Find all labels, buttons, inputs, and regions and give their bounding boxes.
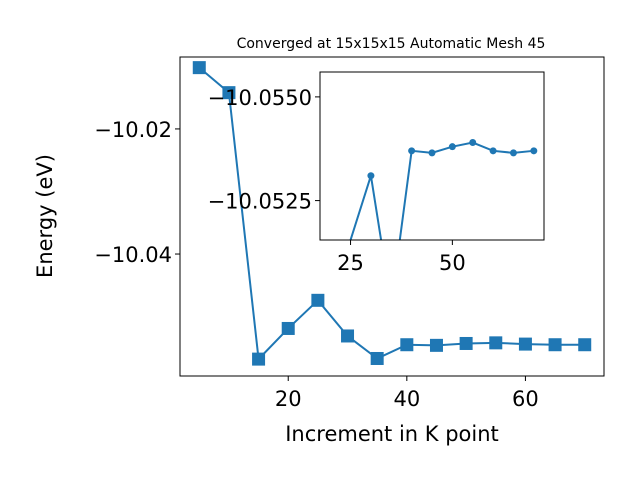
main-x-ticks: 20 40 60 — [275, 376, 539, 411]
main-x-tick-label: 20 — [275, 387, 302, 411]
inset-data-point — [530, 147, 538, 155]
chart-title: Converged at 15x15x15 Automatic Mesh 45 — [237, 36, 546, 52]
main-data-point — [341, 329, 355, 343]
main-data-point — [222, 86, 236, 100]
inset-data-point — [489, 147, 497, 155]
inset-data-point — [448, 143, 456, 151]
main-data-point — [548, 338, 562, 352]
main-y-tick-label: −10.02 — [94, 118, 172, 142]
inset-data-point — [408, 147, 416, 155]
inset-y-tick-label: −10.0550 — [208, 86, 312, 110]
main-axes: Converged at 15x15x15 Automatic Mesh 45 … — [33, 36, 605, 446]
inset-x-tick-label: 25 — [337, 251, 364, 275]
main-data-point — [252, 352, 266, 366]
inset-data-point — [327, 301, 334, 308]
inset-data-point — [428, 149, 436, 157]
main-x-tick-label: 60 — [512, 387, 539, 411]
main-axes-frame — [179, 56, 605, 377]
main-data-point — [489, 336, 503, 350]
main-data-point — [400, 338, 414, 352]
inset-axes: 25 50 −10.0550 −10.0525 — [208, 71, 545, 308]
main-y-ticks: −10.04 −10.02 — [94, 118, 180, 267]
main-data-point — [370, 351, 384, 365]
inset-y-tick-label: −10.0525 — [208, 190, 312, 214]
main-x-tick-label: 40 — [393, 387, 420, 411]
main-data-point — [459, 336, 473, 350]
inset-y-ticks: −10.0550 −10.0525 — [208, 86, 320, 214]
inset-data-point — [469, 139, 477, 147]
main-y-tick-label: −10.04 — [94, 243, 172, 267]
main-data-point — [281, 321, 295, 335]
main-data-point — [192, 61, 206, 75]
inset-x-ticks: 25 50 — [337, 240, 466, 275]
main-data-point — [518, 337, 532, 351]
inset-data-point — [367, 172, 375, 180]
inset-axes-frame — [319, 71, 545, 241]
main-plot-area — [192, 61, 592, 366]
main-data-point — [429, 338, 443, 352]
inset-x-tick-label: 50 — [439, 251, 466, 275]
x-axis-label: Increment in K point — [285, 422, 499, 446]
y-axis-label: Energy (eV) — [33, 154, 57, 278]
inset-data-point — [509, 149, 517, 157]
inset-data-point — [388, 301, 395, 308]
main-data-point — [578, 338, 592, 352]
main-data-point — [311, 293, 325, 307]
